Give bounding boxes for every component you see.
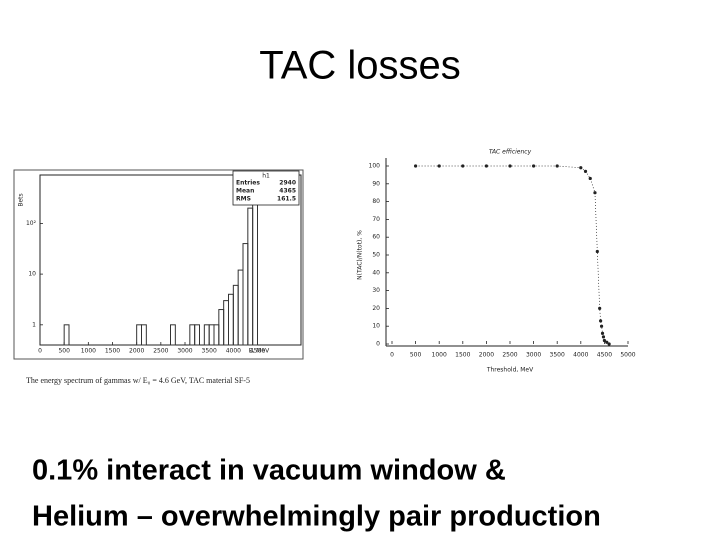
y-tick-label: 100 [369,163,381,170]
data-point [579,166,583,170]
data-point [599,324,604,328]
y-tick-label: 90 [372,180,380,187]
histogram-bar [170,324,176,346]
y-tick-label: 10 [372,323,380,330]
x-tick-label: 3000 [526,352,541,359]
plot-frame [13,169,304,360]
y-axis-label: Bets [18,193,25,206]
x-tick-label: 500 [410,352,422,359]
caption: The energy spectrum of gammas w/ E₀ = 4.… [26,376,250,385]
histogram-bar [218,309,225,346]
y-tick-label: 10² [26,220,37,227]
data-point [437,164,441,168]
histogram-bar [213,324,220,346]
x-tick-label: 1000 [432,352,447,359]
data-point [601,335,606,339]
stats-key: Mean [236,188,254,195]
x-tick-label: 2000 [479,352,494,359]
stats-value: 4365 [279,188,296,195]
stats-box [232,170,300,206]
stats-name: h1 [262,173,270,180]
histogram-bar [63,324,70,346]
x-tick-label: 4500 [597,352,612,359]
stats-key: RMS [236,196,251,203]
y-tick-label: 10 [28,271,36,278]
data-point [598,306,602,310]
data-point [555,164,559,168]
y-tick-label: 0 [376,341,380,348]
stats-key: Entries [236,180,260,187]
data-point [508,164,512,168]
stats-value: 161.5 [277,196,296,203]
y-tick-label: 40 [372,269,380,276]
x-tick-label: 1500 [105,348,120,355]
x-tick-label: 5000 [620,352,635,359]
y-tick-label: 80 [372,198,380,205]
x-tick-label: 0 [38,348,42,355]
data-point [532,164,536,168]
histogram-bar [237,269,244,346]
data-point [599,319,603,323]
y-tick-label: 60 [372,234,380,241]
data-point [600,331,605,335]
histogram-bar [136,324,143,346]
x-tick-label: 3500 [550,352,565,359]
y-axis-label: N(TAC)/N(tot), % [357,230,364,280]
stats-value: 2940 [279,180,296,187]
slide-title: TAC losses [259,44,461,88]
body-line: 0.1% interact in vacuum window & [32,455,506,487]
x-tick-label: 2500 [153,348,168,355]
data-point [607,342,611,346]
y-tick-label: 50 [372,252,380,259]
y-tick-label: 30 [372,287,380,294]
x-axis-label: E, MeV [249,348,270,355]
histogram-bar [194,324,201,346]
chart-title: TAC efficiency [489,149,532,156]
histogram-bar [228,293,234,346]
body-line: Helium – overwhelmingly pair production [32,501,601,533]
x-tick-label: 1000 [81,348,96,355]
y-tick-label: 20 [372,305,380,312]
histogram-bar [232,284,239,346]
x-tick-label: 3500 [202,348,217,355]
data-point [602,338,607,343]
x-tick-label: 2000 [129,348,144,355]
histogram-bar [208,324,215,346]
data-point [583,169,588,173]
histogram-bar [242,243,249,346]
x-tick-label: 3000 [177,348,192,355]
histogram-bar [223,300,230,346]
x-tick-label: 4000 [573,352,588,359]
x-tick-label: 2500 [502,352,517,359]
data-point [588,176,592,181]
data-point [605,340,609,344]
x-tick-label: 4000 [226,348,241,355]
connecting-line [415,165,610,345]
x-tick-label: 4500 [250,348,265,355]
data-point [484,164,488,168]
x-axis-label: Threshold, MeV [486,367,534,374]
histogram-bar [141,324,147,346]
histogram-bar [203,324,210,346]
x-tick-label: 1500 [455,352,470,359]
histogram-bar [247,207,254,346]
data-point [595,249,599,254]
x-tick-label: 0 [390,352,394,359]
data-point [461,164,465,168]
histogram-bar [189,324,196,346]
y-tick-label: 1 [32,321,36,328]
data-point [414,164,418,168]
y-tick-label: 70 [372,216,380,223]
x-tick-label: 500 [58,348,70,355]
data-point [593,191,597,195]
